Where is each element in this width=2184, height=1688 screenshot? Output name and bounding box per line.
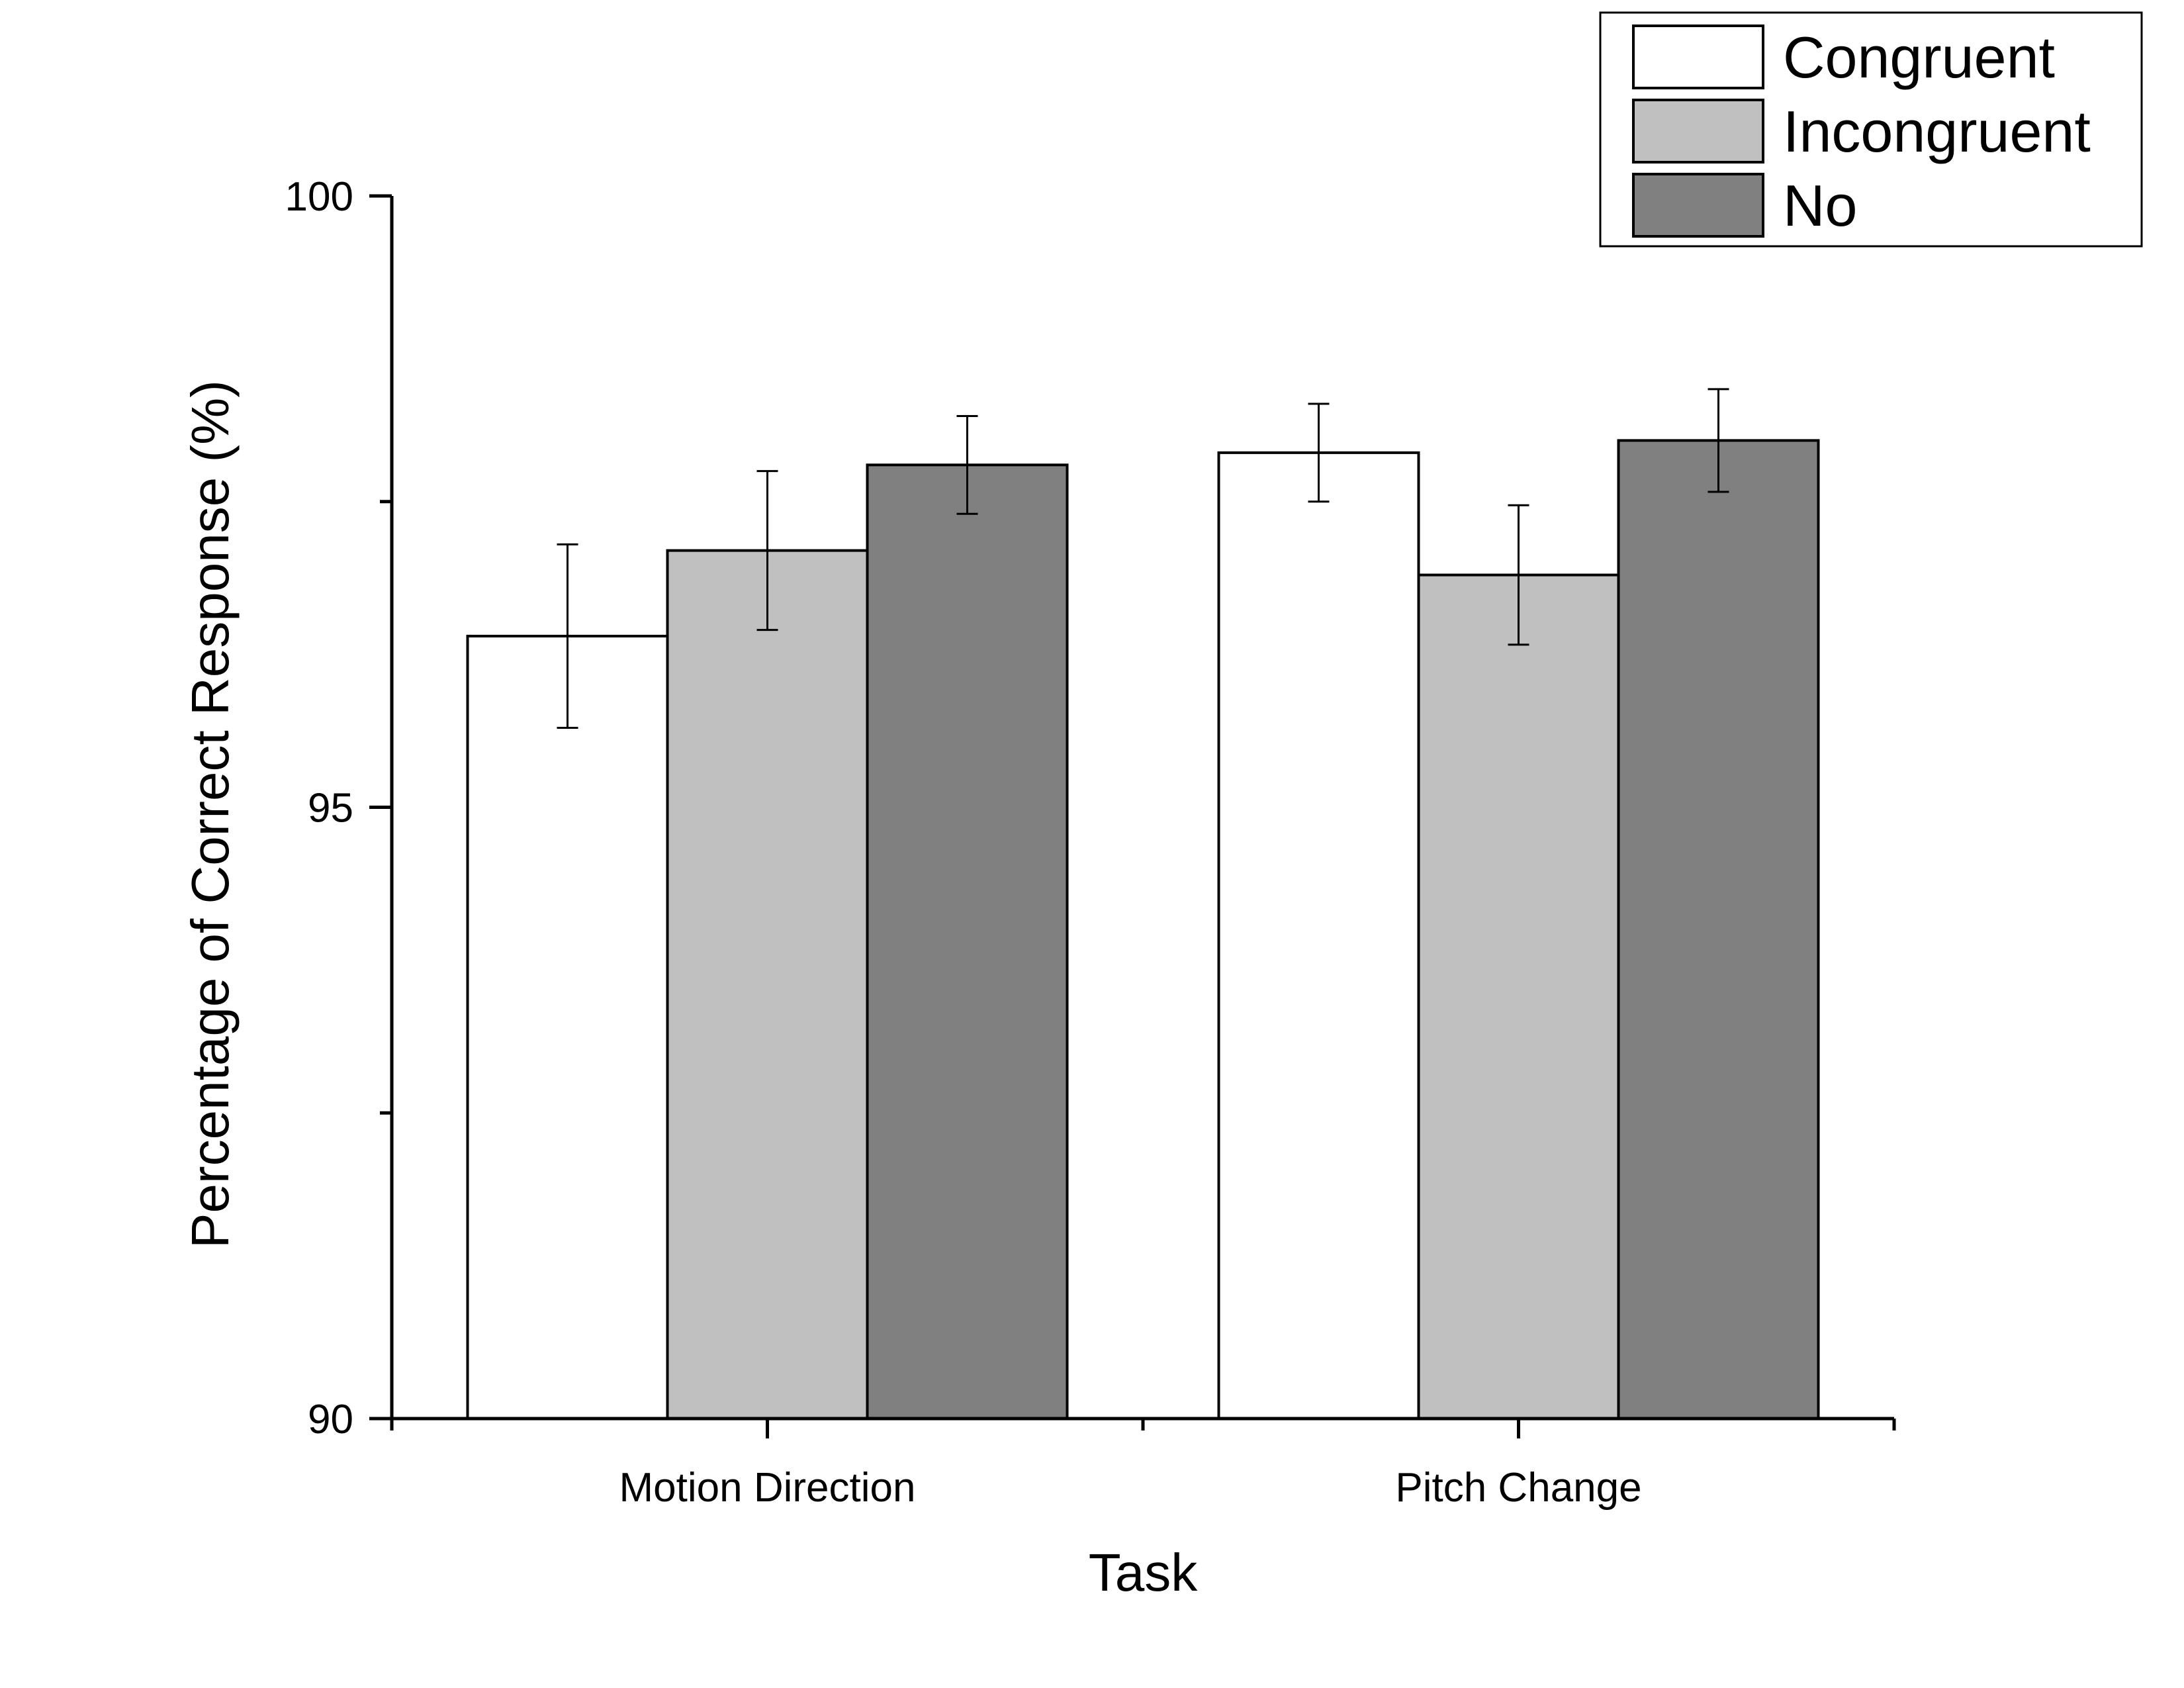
legend-swatch-incongruent [1632,99,1764,164]
y-tick-label: 90 [308,1397,353,1442]
legend-label-no: No [1783,173,1858,238]
x-tick-label: Motion Direction [619,1465,916,1511]
bar-congruent-2 [1217,451,1420,1420]
bar-congruent-1 [466,634,669,1420]
bar-incongruent-1 [666,549,869,1420]
bars-layer [466,439,1820,1421]
error-bar-no-2 [1707,388,1729,493]
legend: Congruent Incongruent No [1599,11,2143,248]
legend-label-congruent: Congruent [1783,24,2055,90]
bar-incongruent-2 [1417,573,1620,1421]
error-bar-no-1 [956,414,978,515]
error-bar-incongruent-1 [756,470,778,632]
error-bar-incongruent-2 [1508,504,1529,646]
bar-no-2 [1617,439,1820,1420]
legend-swatch-no [1632,173,1764,238]
y-axis-title: Percentage of Correct Response (%) [181,380,240,1248]
error-bar-congruent-1 [557,543,578,729]
x-tick-label: Pitch Change [1395,1465,1641,1511]
legend-swatch-congruent [1632,24,1764,89]
y-ticks-layer: 90 95 100 [285,174,392,1442]
legend-label-incongruent: Incongruent [1783,99,2091,164]
error-bars-layer [557,388,1729,729]
x-ticks-layer: Motion Direction Pitch Change [390,1419,1896,1511]
y-tick-label: 95 [308,786,353,831]
bar-no-1 [866,463,1069,1421]
x-axis-title: Task [1089,1543,1198,1602]
error-bar-congruent-2 [1308,402,1330,503]
y-tick-label: 100 [285,174,353,220]
